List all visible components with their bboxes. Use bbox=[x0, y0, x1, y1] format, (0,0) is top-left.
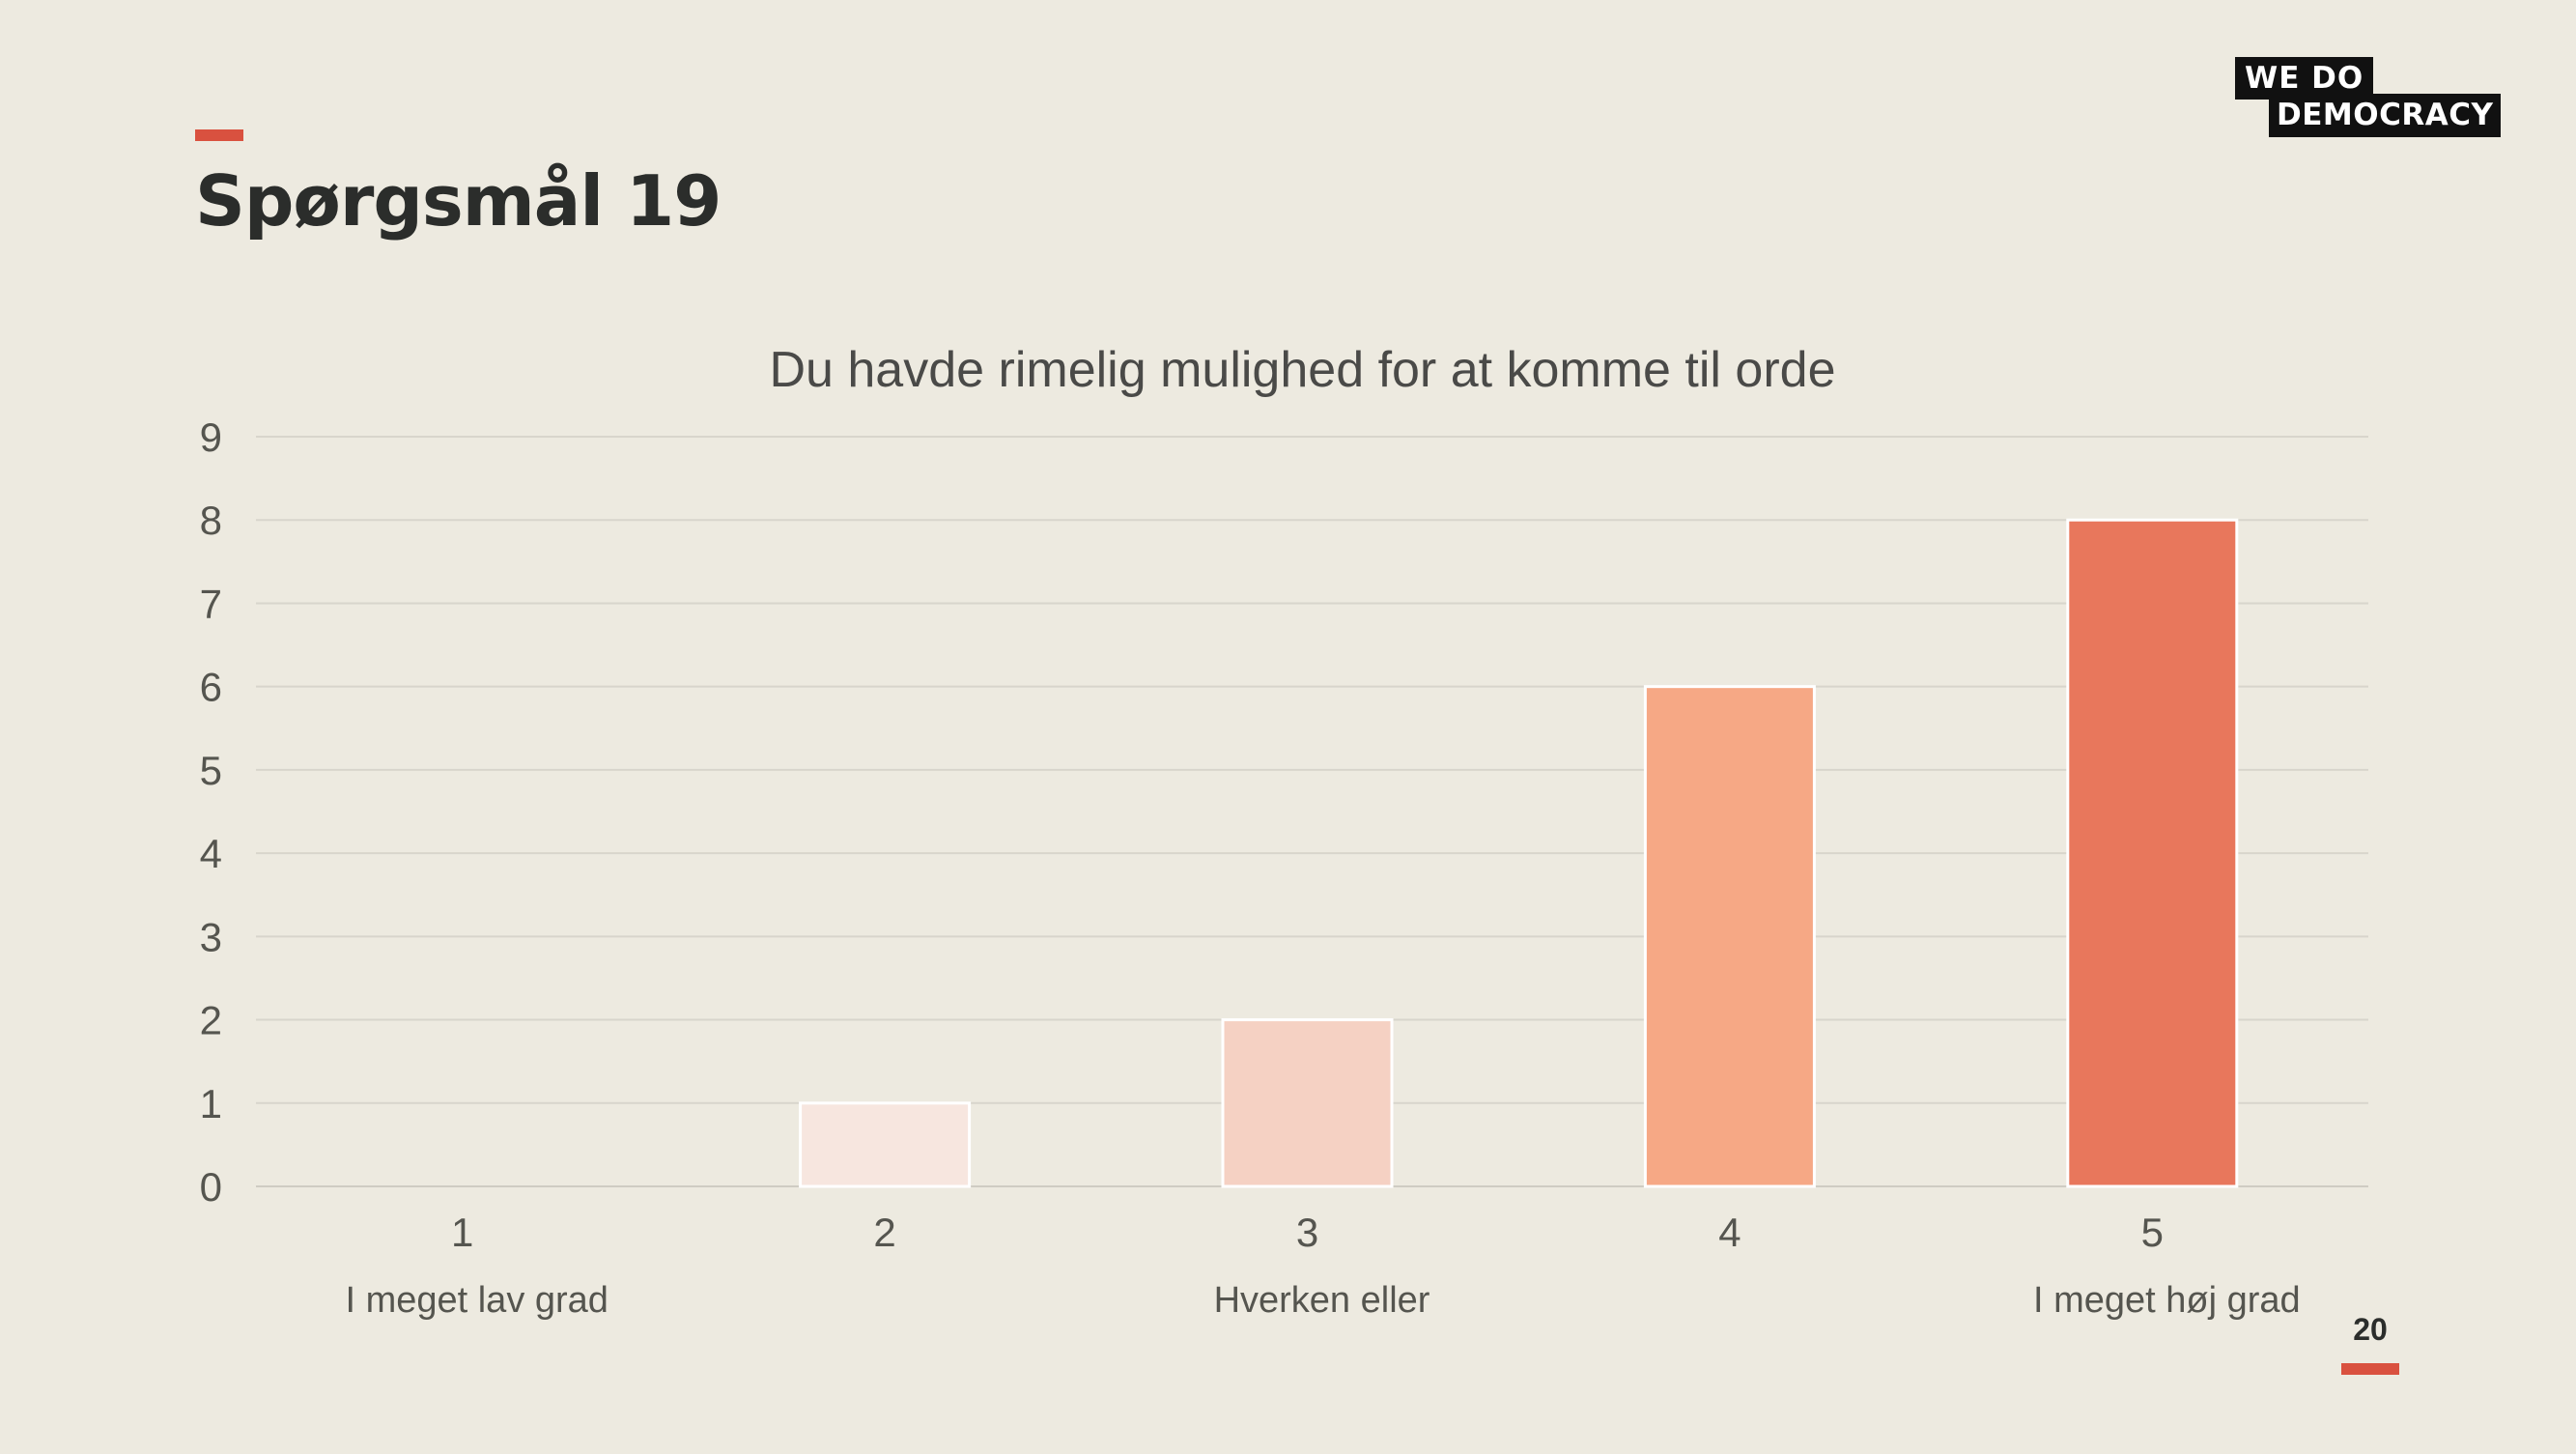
x-sublabel-3: Hverken eller bbox=[1214, 1280, 1430, 1321]
x-sublabel-5: I meget høj grad bbox=[2033, 1280, 2301, 1321]
y-tick-label-9: 9 bbox=[200, 414, 222, 460]
x-sublabel-1: I meget lav grad bbox=[345, 1280, 608, 1321]
y-tick-label-3: 3 bbox=[200, 914, 222, 959]
y-tick-label-8: 8 bbox=[200, 498, 222, 543]
y-tick-label-1: 1 bbox=[200, 1081, 222, 1126]
x-tick-label-5: 5 bbox=[2141, 1210, 2164, 1255]
x-tick-label-1: 1 bbox=[451, 1210, 473, 1255]
x-tick-label-3: 3 bbox=[1296, 1210, 1318, 1255]
page-title: Spørgsmål 19 bbox=[195, 160, 722, 242]
bar-2 bbox=[799, 1101, 972, 1188]
page-number: 20 bbox=[2353, 1312, 2388, 1347]
we-do-democracy-logo: WE DO DEMOCRACY bbox=[2235, 57, 2502, 137]
y-tick-label-2: 2 bbox=[200, 998, 222, 1043]
page-number-accent-bar bbox=[2341, 1363, 2399, 1375]
chart-title: Du havde rimelig mulighed for at komme t… bbox=[769, 342, 1835, 398]
y-tick-label-0: 0 bbox=[200, 1164, 222, 1210]
x-tick-label-4: 4 bbox=[1718, 1210, 1741, 1255]
bar-5 bbox=[2066, 518, 2239, 1188]
y-tick-label-7: 7 bbox=[200, 581, 222, 626]
title-accent-bar bbox=[195, 129, 243, 141]
x-tick-label-2: 2 bbox=[873, 1210, 895, 1255]
y-tick-label-6: 6 bbox=[200, 665, 222, 710]
bar-4 bbox=[1643, 685, 1816, 1188]
logo-line-1: WE DO bbox=[2235, 57, 2374, 100]
y-tick-label-4: 4 bbox=[200, 831, 222, 876]
logo-line-2: DEMOCRACY bbox=[2269, 94, 2502, 137]
bar-3 bbox=[1221, 1018, 1394, 1188]
y-tick-label-5: 5 bbox=[200, 748, 222, 793]
